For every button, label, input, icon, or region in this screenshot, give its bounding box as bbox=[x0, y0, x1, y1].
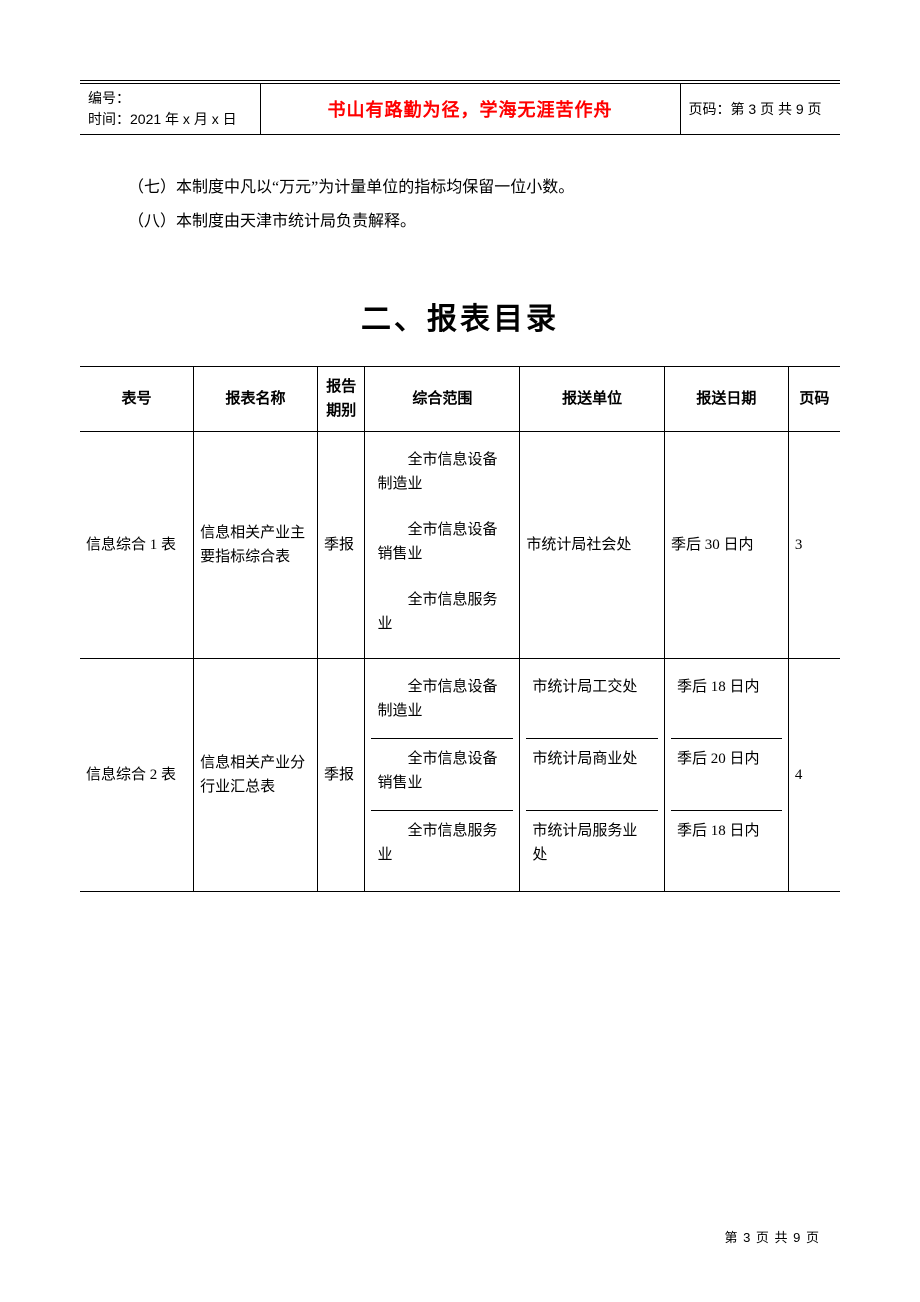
col-period: 报告期别 bbox=[317, 367, 365, 432]
cell-page: 3 bbox=[788, 432, 840, 659]
cell-num: 信息综合 2 表 bbox=[80, 659, 194, 892]
header-top-rule bbox=[80, 80, 840, 81]
date-item: 季后 18 日内 bbox=[671, 667, 782, 739]
cell-date: 季后 30 日内 bbox=[664, 432, 788, 659]
cell-scope: 全市信息设备制造业 全市信息设备销售业 全市信息服务业 bbox=[365, 432, 520, 659]
col-scope: 综合范围 bbox=[365, 367, 520, 432]
catalog-table: 表号 报表名称 报告期别 综合范围 报送单位 报送日期 页码 信息综合 1 表 … bbox=[80, 366, 840, 892]
header-motto: 书山有路勤为径，学海无涯苦作舟 bbox=[260, 84, 680, 135]
header-page-info: 页码：第 3 页 共 9 页 bbox=[680, 84, 840, 135]
scope-item: 全市信息设备销售业 bbox=[371, 739, 513, 811]
table-row: 信息综合 1 表 信息相关产业主要指标综合表 季报 全市信息设备制造业 全市信息… bbox=[80, 432, 840, 659]
cell-name: 信息相关产业分行业汇总表 bbox=[194, 659, 318, 892]
date-item: 季后 20 日内 bbox=[671, 739, 782, 811]
cell-period: 季报 bbox=[317, 432, 365, 659]
date-item: 季后 18 日内 bbox=[671, 811, 782, 883]
cell-page: 4 bbox=[788, 659, 840, 892]
header-serial: 编号： bbox=[88, 88, 252, 109]
unit-item: 市统计局服务业处 bbox=[526, 811, 658, 883]
cell-unit: 市统计局工交处 市统计局商业处 市统计局服务业处 bbox=[520, 659, 665, 892]
col-unit: 报送单位 bbox=[520, 367, 665, 432]
col-num: 表号 bbox=[80, 367, 194, 432]
table-row: 信息综合 2 表 信息相关产业分行业汇总表 季报 全市信息设备制造业 全市信息设… bbox=[80, 659, 840, 892]
header-table: 编号： 时间：2021 年 x 月 x 日 书山有路勤为径，学海无涯苦作舟 页码… bbox=[80, 83, 840, 135]
cell-date: 季后 18 日内 季后 20 日内 季后 18 日内 bbox=[664, 659, 788, 892]
unit-item: 市统计局商业处 bbox=[526, 739, 658, 811]
paragraph-7: （七）本制度中凡以“万元”为计量单位的指标均保留一位小数。 bbox=[80, 171, 840, 205]
body-text: （七）本制度中凡以“万元”为计量单位的指标均保留一位小数。 （八）本制度由天津市… bbox=[80, 171, 840, 238]
cell-name: 信息相关产业主要指标综合表 bbox=[194, 432, 318, 659]
cell-scope: 全市信息设备制造业 全市信息设备销售业 全市信息服务业 bbox=[365, 659, 520, 892]
header-left-cell: 编号： 时间：2021 年 x 月 x 日 bbox=[80, 84, 260, 135]
cell-period: 季报 bbox=[317, 659, 365, 892]
paragraph-8: （八）本制度由天津市统计局负责解释。 bbox=[80, 205, 840, 239]
cell-unit: 市统计局社会处 bbox=[520, 432, 665, 659]
table-header-row: 表号 报表名称 报告期别 综合范围 报送单位 报送日期 页码 bbox=[80, 367, 840, 432]
scope-item: 全市信息服务业 bbox=[371, 580, 513, 650]
section-title: 二、报表目录 bbox=[80, 294, 840, 338]
col-date: 报送日期 bbox=[664, 367, 788, 432]
col-page: 页码 bbox=[788, 367, 840, 432]
scope-item: 全市信息服务业 bbox=[371, 811, 513, 883]
footer-page: 第 3 页 共 9 页 bbox=[724, 1227, 820, 1246]
scope-item: 全市信息设备制造业 bbox=[371, 667, 513, 739]
scope-item: 全市信息设备销售业 bbox=[371, 510, 513, 580]
scope-item: 全市信息设备制造业 bbox=[371, 440, 513, 510]
header-date: 时间：2021 年 x 月 x 日 bbox=[88, 109, 252, 130]
col-name: 报表名称 bbox=[194, 367, 318, 432]
cell-num: 信息综合 1 表 bbox=[80, 432, 194, 659]
unit-item: 市统计局工交处 bbox=[526, 667, 658, 739]
